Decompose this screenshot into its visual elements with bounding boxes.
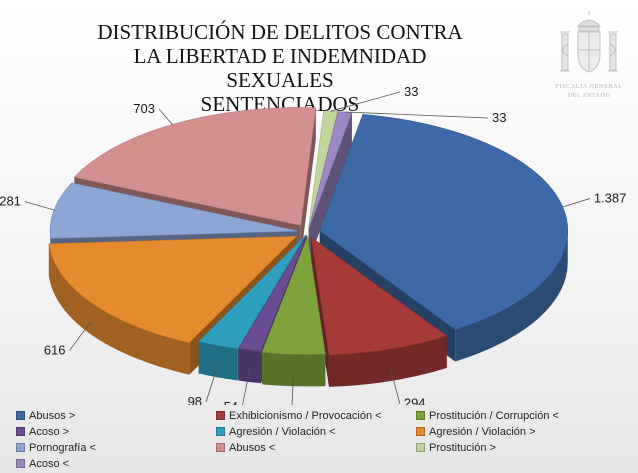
value-label-8: 33: [404, 84, 418, 99]
coat-of-arms-icon: [560, 11, 618, 73]
pie-slice-side-1-0: [328, 336, 447, 387]
legend-label-7: Abusos <: [229, 441, 276, 454]
legend-item-6: Pornografía <: [16, 440, 216, 455]
legend-item-7: Abusos <: [216, 440, 416, 455]
leader-line-5: [69, 321, 92, 351]
legend-swatch-8: [416, 443, 425, 452]
pie-slice-3: [238, 235, 307, 352]
leader-line-3: [242, 369, 251, 405]
legend-label-2: Prostitución / Corrupción <: [429, 409, 559, 422]
emblem-caption: FISCALÍA GENERAL DEL ESTADO: [548, 82, 630, 100]
legend-item-4: Agresión / Violación <: [216, 424, 416, 439]
value-label-7: 703: [133, 101, 155, 116]
leader-line-6: [24, 201, 55, 211]
pie-slice-8: [308, 110, 339, 229]
pie-chart: 1.387 294 149 54 98 616 281 703 33 33: [0, 84, 627, 405]
legend-swatch-6: [16, 443, 25, 452]
pie-slice-7: [73, 107, 317, 226]
legend-item-1: Exhibicionismo / Provocación <: [216, 408, 416, 423]
leader-line-9: [344, 111, 489, 119]
legend-item-2: Prostitución / Corrupción <: [416, 408, 626, 423]
legend-label-6: Pornografía <: [29, 441, 96, 454]
legend-item-9: Acoso <: [16, 456, 216, 471]
legend-swatch-7: [216, 443, 225, 452]
pie-slice-wall-9-1: [308, 112, 352, 261]
emblem-caption-line-1: FISCALÍA GENERAL: [555, 83, 623, 90]
value-label-1: 294: [404, 396, 426, 405]
value-label-6: 281: [0, 194, 21, 209]
chart-title-line-2: LA LIBERTAD E INDEMNIDAD SEXUALES: [133, 44, 427, 92]
legend-item-8: Prostitución >: [416, 440, 626, 455]
value-label-9: 33: [492, 110, 506, 125]
legend-label-3: Acoso >: [29, 425, 70, 438]
value-label-4: 98: [188, 394, 202, 405]
legend-swatch-2: [416, 411, 425, 420]
leader-line-7: [158, 108, 173, 125]
value-label-5: 616: [44, 343, 66, 358]
chart-title: DISTRIBUCIÓN DE DELITOS CONTRA LA LIBERT…: [80, 20, 480, 116]
legend-label-5: Agresión / Violación >: [429, 425, 536, 438]
leader-line-0: [562, 198, 590, 208]
legend-label-4: Agresión / Violación <: [229, 425, 336, 438]
emblem-caption-line-2: DEL ESTADO: [567, 92, 611, 99]
legend-swatch-3: [16, 427, 25, 436]
leader-line-4: [205, 364, 219, 403]
pie-slice-side-3-0: [238, 348, 262, 384]
pie-slice-4: [198, 234, 307, 349]
pie-slice-2: [261, 235, 326, 355]
pie-slice-1: [310, 236, 448, 356]
pie-slice-side-4-0: [198, 341, 238, 381]
pie-slice-side-2-0: [261, 352, 326, 387]
legend-label-1: Exhibicionismo / Provocación <: [229, 409, 382, 422]
legend-item-3: Acoso >: [16, 424, 216, 439]
legend-label-0: Abusos >: [29, 409, 76, 422]
leader-line-1: [389, 368, 401, 404]
pie-slice-wall-7-1: [300, 107, 316, 258]
pie-slice-side-0-0: [455, 230, 568, 362]
value-label-2: 149: [266, 403, 288, 405]
legend-item-0: Abusos >: [16, 408, 216, 423]
leader-line-8: [330, 91, 401, 112]
legend-swatch-4: [216, 427, 225, 436]
value-label-3: 54: [224, 399, 238, 405]
pie-slice-0: [319, 114, 569, 330]
chart-legend: Abusos > Exhibicionismo / Provocación < Pr…: [16, 408, 626, 471]
value-label-0: 1.387: [594, 191, 627, 206]
chart-title-line-1: DISTRIBUCIÓN DE DELITOS CONTRA: [97, 20, 463, 44]
legend-swatch-1: [216, 411, 225, 420]
leader-line-2: [291, 373, 294, 405]
legend-swatch-9: [16, 459, 25, 468]
pie-slice-side-5-0: [48, 243, 190, 375]
legend-label-9: Acoso <: [29, 457, 70, 470]
legend-swatch-0: [16, 411, 25, 420]
legend-item-5: Agresión / Violación >: [416, 424, 626, 439]
pie-slice-5: [48, 235, 298, 344]
legend-swatch-5: [416, 427, 425, 436]
legend-label-8: Prostitución >: [429, 441, 496, 454]
